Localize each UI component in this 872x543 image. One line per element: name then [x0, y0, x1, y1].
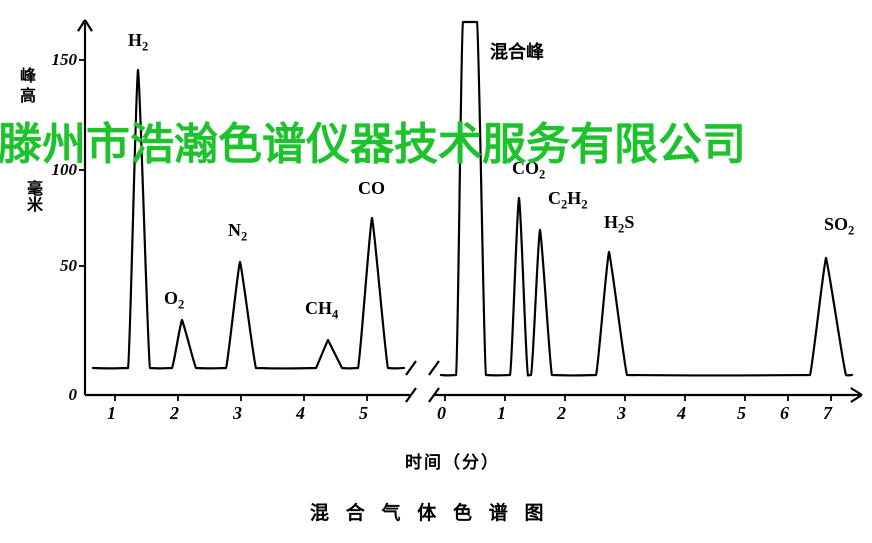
peak-label-C2H2: C2H2: [548, 188, 588, 213]
x-tick-3-241: 3: [233, 403, 242, 424]
peak-label-CH4: CH4: [305, 298, 338, 323]
peak-label-H2: H2: [128, 30, 148, 55]
peak-label-H2S: H2S: [604, 212, 634, 237]
x-tick-1-505: 1: [497, 403, 506, 424]
x-tick-1-115: 1: [107, 403, 116, 424]
peak-label-O2: O2: [164, 288, 184, 313]
x-tick-7-831: 7: [823, 403, 832, 424]
x-tick-2-565: 2: [557, 403, 566, 424]
y-axis-label-bot: 毫米: [20, 180, 44, 212]
chart-caption: 混 合 气 体 色 谱 图: [310, 498, 550, 525]
y-tick-50: 50: [37, 256, 77, 276]
x-tick-5-745: 5: [737, 403, 746, 424]
y-tick-0: 0: [37, 385, 77, 405]
x-axis-label: 时间（分）: [405, 448, 500, 473]
y-tick-150: 150: [37, 50, 77, 70]
peak-label-SO2: SO2: [824, 214, 854, 239]
peak-label-mixed: 混合峰: [490, 38, 544, 64]
x-tick-2-178: 2: [170, 403, 179, 424]
watermark-text: 滕州市浩瀚色谱仪器技术服务有限公司: [0, 108, 746, 172]
x-tick-5-367: 5: [359, 403, 368, 424]
peak-label-N2: N2: [228, 220, 247, 245]
y-axis-label-mid: 高: [20, 82, 36, 106]
x-tick-0-445: 0: [437, 403, 446, 424]
x-tick-3-625: 3: [617, 403, 626, 424]
peak-label-CO: CO: [358, 178, 385, 199]
x-tick-4-685: 4: [677, 403, 686, 424]
x-tick-6-788: 6: [780, 403, 789, 424]
x-tick-4-304: 4: [296, 403, 305, 424]
